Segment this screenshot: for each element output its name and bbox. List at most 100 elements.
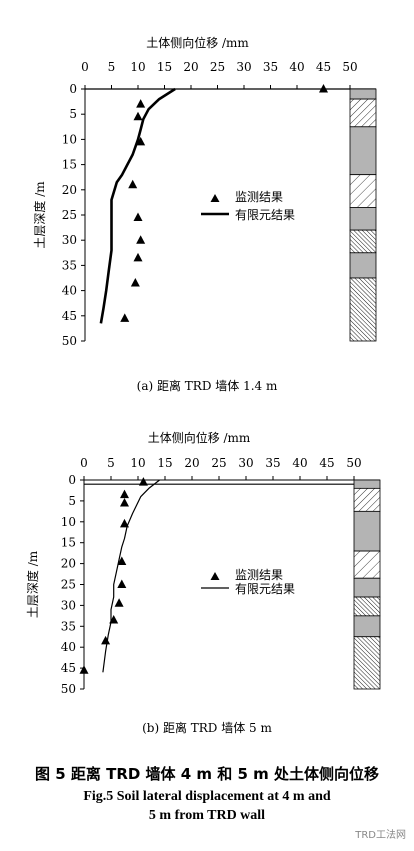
monitoring-point <box>114 598 124 607</box>
x-axis-label: 土体侧向位移 /mm <box>148 430 251 445</box>
strata-layer <box>349 252 377 279</box>
y-tick-label: 30 <box>61 598 76 612</box>
x-tick-label: 35 <box>263 60 278 74</box>
x-tick-label: 5 <box>107 456 115 470</box>
y-tick-label: 40 <box>61 640 76 654</box>
y-tick-label: 20 <box>62 183 77 197</box>
x-tick-label: 50 <box>342 60 357 74</box>
y-tick-label: 0 <box>68 473 76 487</box>
x-tick-label: 15 <box>157 456 172 470</box>
x-tick-label: 20 <box>184 456 199 470</box>
monitoring-point <box>120 518 129 528</box>
strata-layer <box>349 88 377 100</box>
legend-label-monitoring: 监测结果 <box>235 190 283 204</box>
strata-layer <box>349 98 377 128</box>
figure-caption-cn: 图 5 距离 TRD 墙体 4 m 和 5 m 处土体侧向位移 <box>34 765 380 783</box>
x-tick-label: 40 <box>289 60 304 74</box>
x-tick-label: 0 <box>80 456 88 470</box>
x-tick-label: 50 <box>346 456 361 470</box>
x-tick-label: 15 <box>157 60 172 74</box>
monitoring-point <box>120 489 129 499</box>
monitoring-point <box>136 235 146 244</box>
monitoring-point <box>101 635 111 645</box>
y-axis-label: 土层深度 /m <box>25 550 40 618</box>
y-tick-label: 5 <box>68 494 76 508</box>
monitoring-point <box>117 579 127 588</box>
panel-b-subtitle: (b) 距离 TRD 墙体 5 m <box>142 721 272 735</box>
monitoring-point <box>136 99 146 108</box>
y-tick-label: 25 <box>61 578 76 592</box>
y-tick-label: 40 <box>62 284 77 298</box>
y-tick-label: 50 <box>61 682 76 696</box>
strata-layer <box>353 596 381 617</box>
monitoring-point <box>117 556 127 566</box>
x-tick-label: 25 <box>211 456 226 470</box>
monitoring-point <box>138 477 148 486</box>
fem-result-line <box>99 87 176 324</box>
strata-layer <box>353 636 381 690</box>
x-tick-label: 25 <box>210 60 225 74</box>
strata-layer <box>353 510 381 552</box>
panel-a-subtitle: (a) 距离 TRD 墙体 1.4 m <box>136 379 278 393</box>
chart-panel-b: 土体侧向位移 /mm 0 5 10 15 20 25 30 35 40 45 50 0 5 10 15 20 25… <box>25 430 381 696</box>
x-tick-label: 40 <box>292 456 307 470</box>
y-tick-label: 30 <box>62 233 77 247</box>
figure-caption-en-line1: Fig.5 Soil lateral displacement at 4 m a… <box>83 789 331 804</box>
strata-layer <box>353 487 381 512</box>
legend-label-fem: 有限元结果 <box>235 208 295 222</box>
strata-layer <box>353 550 381 579</box>
y-tick-label: 15 <box>62 158 77 172</box>
monitoring-point <box>133 111 143 121</box>
x-tick-label: 30 <box>236 60 251 74</box>
x-tick-label: 0 <box>81 60 89 74</box>
y-tick-label: 25 <box>62 208 77 222</box>
monitoring-point <box>136 136 146 146</box>
monitoring-point <box>128 179 138 189</box>
figure-caption-en-line2: 5 m from TRD wall <box>148 808 266 823</box>
y-tick-label: 5 <box>69 107 77 121</box>
x-tick-label: 10 <box>130 60 145 74</box>
monitoring-point <box>133 212 143 222</box>
monitoring-point <box>79 665 89 674</box>
x-tick-label: 5 <box>108 60 116 74</box>
x-tick-label: 45 <box>319 456 334 470</box>
strata-layer <box>349 229 377 254</box>
y-tick-label: 35 <box>61 619 76 633</box>
x-tick-label: 30 <box>238 456 253 470</box>
fem-result-line <box>102 479 160 673</box>
y-tick-label: 45 <box>62 309 77 323</box>
y-axis-label: 土层深度 /m <box>32 181 47 249</box>
x-tick-label: 10 <box>130 456 145 470</box>
watermark: TRD工法网 <box>355 830 406 841</box>
legend-label-fem: 有限元结果 <box>235 582 295 596</box>
strata-layer <box>349 277 377 342</box>
strata-layer <box>349 174 377 208</box>
chart-panel-a: 土体侧向位移 /mm 0 5 10 15 20 25 30 35 40 45 50 0 5 10 15 20 25… <box>32 35 377 348</box>
y-tick-label: 10 <box>61 515 76 529</box>
strata-layer <box>353 479 381 489</box>
y-tick-label: 0 <box>69 82 77 96</box>
monitoring-point <box>133 252 143 262</box>
strata-layer <box>349 207 377 231</box>
legend-label-monitoring: 监测结果 <box>235 568 283 582</box>
monitoring-point <box>319 84 328 93</box>
legend-marker-triangle <box>210 572 220 580</box>
monitoring-point <box>130 278 140 287</box>
strata-layer <box>353 577 381 598</box>
y-tick-label: 10 <box>62 132 77 146</box>
y-tick-label: 20 <box>61 557 76 571</box>
monitoring-point <box>120 497 129 507</box>
y-tick-label: 15 <box>61 536 76 550</box>
monitoring-point <box>120 313 130 322</box>
y-tick-label: 50 <box>62 334 77 348</box>
x-axis-label: 土体侧向位移 /mm <box>146 35 249 50</box>
legend-marker-triangle <box>210 194 220 202</box>
y-tick-label: 45 <box>61 661 76 675</box>
strata-layer <box>349 126 377 176</box>
x-tick-label: 45 <box>316 60 331 74</box>
y-tick-label: 35 <box>62 258 77 272</box>
strata-layer <box>353 615 381 638</box>
x-tick-label: 35 <box>265 456 280 470</box>
x-tick-label: 20 <box>183 60 198 74</box>
